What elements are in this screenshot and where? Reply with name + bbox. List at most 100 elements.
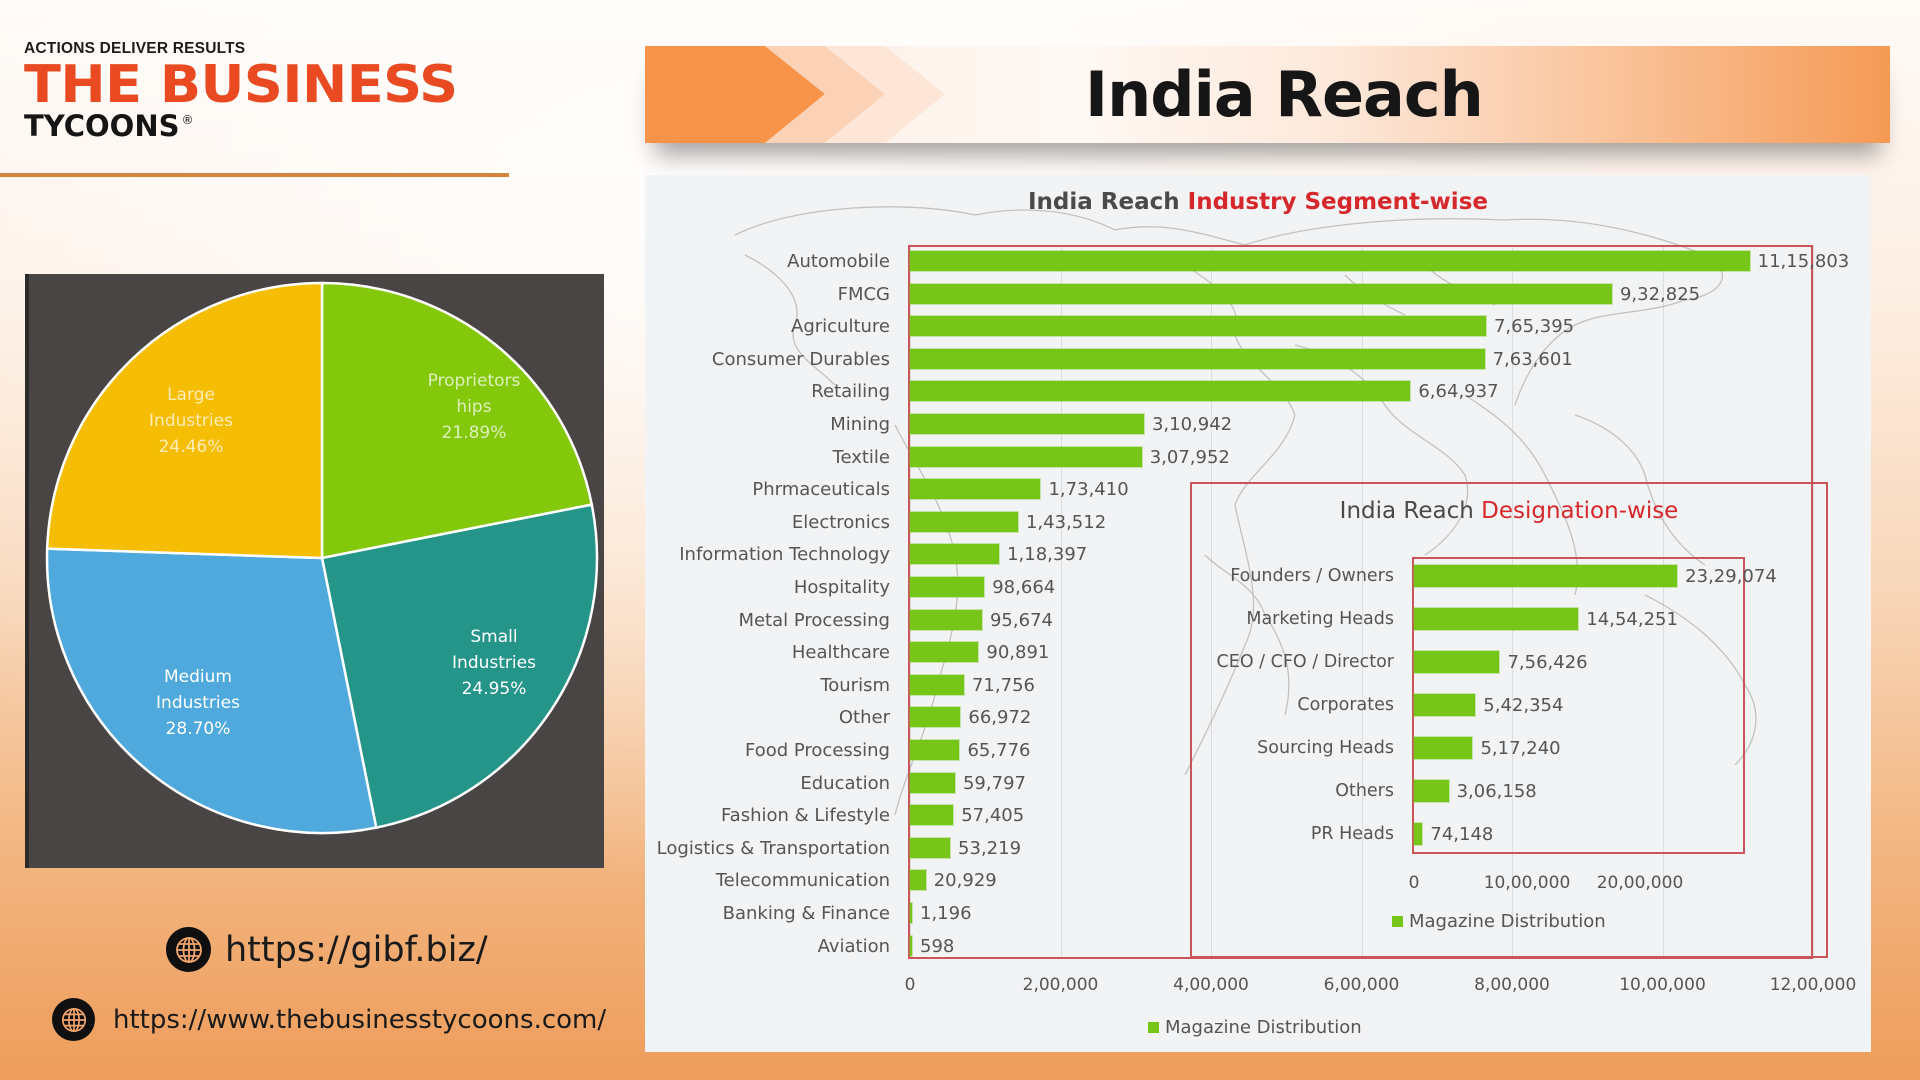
bar-row: Healthcare 90,891	[645, 636, 1871, 669]
category-label: Electronics	[791, 511, 890, 533]
value-label: 5,42,354	[1483, 695, 1564, 716]
bar	[1414, 780, 1449, 802]
india-reach-chart-panel: India Reach Industry Segment-wise Automo…	[645, 175, 1871, 1052]
category-label: Information Technology	[679, 544, 890, 566]
bar	[910, 837, 951, 858]
value-label: 53,219	[958, 837, 1022, 859]
bar-row: Hospitality 98,664	[645, 571, 1871, 604]
category-label: Fashion & Lifestyle	[720, 805, 890, 827]
bar-row: PR Heads 74,148	[1192, 818, 1826, 851]
link-thebusinesstycoons[interactable]: https://www.thebusinesstycoons.com/	[52, 998, 606, 1041]
bar	[910, 642, 979, 663]
bar-row: Aviation 598	[645, 930, 1871, 963]
bar-row: Information Technology 1,18,397	[645, 538, 1871, 571]
category-label: CEO / CFO / Director	[1216, 652, 1394, 672]
designation-legend: Magazine Distribution	[1392, 911, 1606, 932]
value-label: 20,929	[933, 870, 997, 892]
bar-row: Automobile 11,15,803	[645, 245, 1871, 278]
category-label: Sourcing Heads	[1257, 738, 1394, 758]
category-label: Aviation	[817, 935, 890, 957]
bar-row: Banking & Finance 1,196	[645, 897, 1871, 930]
value-label: 1,18,397	[1007, 544, 1088, 566]
bar-row: Marketing Heads 14,54,251	[1192, 603, 1826, 636]
bar	[910, 935, 912, 956]
bar-row: Fashion & Lifestyle 57,405	[645, 799, 1871, 832]
link-gibf-text[interactable]: https://gibf.biz/	[225, 929, 488, 970]
bar-row: Other 66,972	[645, 701, 1871, 734]
category-label: Agriculture	[791, 316, 890, 338]
bar	[910, 316, 1486, 337]
bar-row: Corporates 5,42,354	[1192, 689, 1826, 722]
title-prefix: India Reach	[1339, 498, 1482, 524]
bar	[910, 283, 1612, 304]
chevron-arrows-decoration	[645, 46, 945, 143]
industry-plot-frame	[908, 245, 1813, 959]
bar	[910, 609, 982, 630]
pie-label-line2: hips	[456, 397, 492, 417]
value-label: 3,07,952	[1149, 446, 1230, 468]
pie-label-line1: Medium	[164, 667, 232, 687]
title-highlight: Industry Segment-wise	[1187, 189, 1488, 215]
designation-plot-frame	[1412, 557, 1745, 854]
pie-label-proprietorships: Proprietors hips 21.89%	[389, 368, 559, 446]
pie-label-line1: Small	[470, 627, 518, 647]
bar-row: Founders / Owners 23,29,074	[1192, 560, 1826, 593]
value-label: 5,17,240	[1480, 738, 1561, 759]
x-tick-label: 10,00,000	[1619, 975, 1706, 995]
pie-label-line1: Large	[167, 385, 215, 405]
category-label: Metal Processing	[738, 609, 890, 631]
category-label: Others	[1335, 781, 1394, 801]
category-label: Other	[838, 707, 890, 729]
pie-label-medium-industries: Medium Industries 28.70%	[113, 664, 283, 742]
pie-label-line2: Industries	[149, 411, 233, 431]
bar-row: Electronics 1,43,512	[645, 506, 1871, 539]
value-label: 66,972	[968, 707, 1032, 729]
value-label: 98,664	[992, 577, 1056, 598]
category-label: Corporates	[1297, 695, 1394, 715]
value-label: 95,674	[989, 609, 1053, 631]
x-tick-label: 12,00,000	[1769, 975, 1857, 995]
category-label: Consumer Durables	[711, 348, 890, 370]
gridline	[910, 245, 911, 959]
category-label: Hospitality	[793, 577, 890, 598]
value-label: 23,29,074	[1685, 566, 1777, 587]
bar	[1414, 651, 1500, 673]
link-gibf[interactable]: https://gibf.biz/	[166, 927, 488, 972]
bar-row: FMCG 9,32,825	[645, 278, 1871, 311]
pie-label-pct: 28.70%	[165, 719, 231, 739]
link-thebusinesstycoons-text[interactable]: https://www.thebusinesstycoons.com/	[113, 1004, 607, 1035]
globe-icon	[52, 998, 95, 1041]
value-label: 74,148	[1430, 824, 1494, 845]
bar	[910, 772, 955, 793]
bar-row: Mining 3,10,942	[645, 408, 1871, 441]
category-label: Banking & Finance	[722, 903, 890, 924]
bar-row: Food Processing 65,776	[645, 734, 1871, 767]
bar-row: Tourism 71,756	[645, 669, 1871, 702]
pie-chart-panel: Proprietors hips 21.89% Small Industries…	[25, 274, 604, 868]
bar	[910, 251, 1750, 271]
bar	[910, 903, 912, 923]
bar-row: Consumer Durables 7,63,601	[645, 343, 1871, 376]
bar-row: Education 59,797	[645, 767, 1871, 800]
pie-label-line1: Proprietors	[427, 371, 521, 391]
bar	[910, 740, 960, 760]
logo-brand-line2: TYCOONS ®	[24, 110, 441, 142]
logo-brand-line1: THE BUSINESS	[24, 55, 458, 115]
x-tick-label: 0	[904, 975, 916, 995]
bar-row: CEO / CFO / Director 7,56,426	[1192, 646, 1826, 679]
value-label: 7,56,426	[1507, 652, 1588, 673]
value-label: 14,54,251	[1586, 609, 1678, 630]
value-label: 65,776	[967, 740, 1031, 761]
gridline	[1211, 245, 1212, 959]
title-highlight: Designation-wise	[1481, 498, 1679, 524]
value-label: 1,196	[920, 903, 972, 924]
logo-brand-line2-text: TYCOONS	[24, 109, 180, 143]
globe-icon	[166, 927, 211, 972]
bar	[910, 870, 926, 891]
value-label: 1,73,410	[1048, 479, 1129, 501]
pie-label-pct: 24.95%	[461, 679, 527, 699]
value-label: 3,06,158	[1456, 781, 1537, 802]
x-tick-label: 0	[1408, 873, 1420, 893]
category-label: Founders / Owners	[1230, 566, 1394, 586]
bar	[910, 577, 985, 597]
